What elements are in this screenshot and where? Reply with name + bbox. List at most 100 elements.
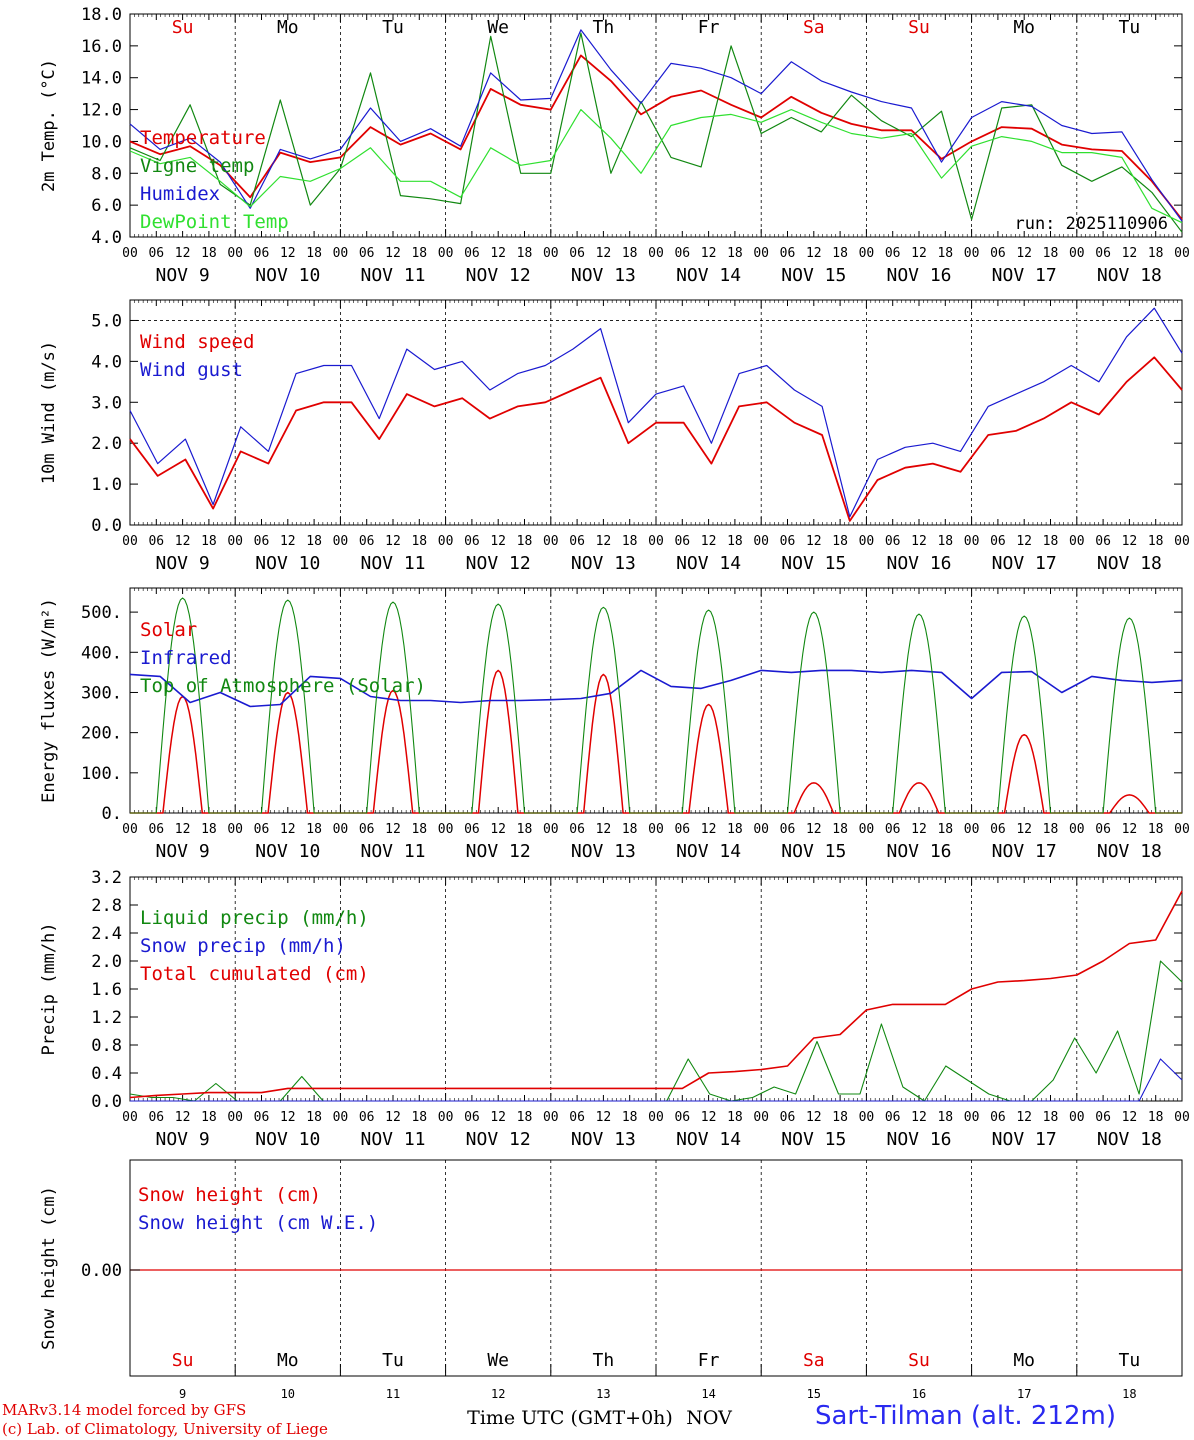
date-label: NOV 11 — [360, 841, 425, 862]
hour-tick-label: 18 — [727, 822, 743, 837]
y-tick-label: 500. — [81, 603, 122, 623]
hour-tick-label: 06 — [569, 534, 585, 549]
hour-tick-label: 06 — [990, 534, 1006, 549]
hour-tick-label: 12 — [596, 246, 612, 261]
hour-tick-label: 12 — [175, 534, 191, 549]
day-number-label: 17 — [1017, 1387, 1031, 1401]
hour-tick-label: 12 — [1016, 534, 1032, 549]
hour-tick-label: 18 — [201, 1110, 217, 1125]
y-tick-label: 1.0 — [91, 475, 122, 495]
hour-tick-label: 06 — [674, 246, 690, 261]
hour-tick-label: 12 — [175, 246, 191, 261]
hour-tick-label: 12 — [911, 822, 927, 837]
date-label: NOV 14 — [676, 841, 741, 862]
weekday-label: Fr — [698, 1350, 720, 1371]
hour-tick-label: 06 — [780, 534, 796, 549]
y-tick-label: 2.0 — [91, 952, 122, 972]
hour-tick-label: 00 — [648, 534, 664, 549]
date-label: NOV 13 — [571, 1129, 636, 1150]
month-label: NOV — [686, 1407, 732, 1429]
hour-tick-label: 18 — [517, 246, 533, 261]
hour-tick-label: 18 — [201, 822, 217, 837]
date-label: NOV 13 — [571, 265, 636, 286]
hour-tick-label: 06 — [990, 246, 1006, 261]
hour-tick-label: 18 — [832, 246, 848, 261]
day-number-label: 11 — [386, 1387, 400, 1401]
y-tick-label: 14.0 — [81, 69, 122, 89]
hour-tick-label: 00 — [438, 822, 454, 837]
date-label: NOV 9 — [156, 1129, 210, 1150]
hour-tick-label: 00 — [1174, 822, 1190, 837]
day-number-label: 14 — [701, 1387, 715, 1401]
date-label: NOV 15 — [781, 265, 846, 286]
hour-tick-label: 00 — [1174, 1110, 1190, 1125]
hour-tick-label: 06 — [148, 1110, 164, 1125]
hour-tick-label: 06 — [254, 822, 270, 837]
hour-tick-label: 12 — [596, 534, 612, 549]
hour-tick-label: 12 — [385, 246, 401, 261]
hour-tick-label: 00 — [648, 246, 664, 261]
y-tick-label: 3.2 — [91, 868, 122, 888]
hour-tick-label: 12 — [490, 822, 506, 837]
y-axis-title: 2m Temp. (°C) — [39, 59, 59, 192]
weekday-label: Mo — [277, 1350, 299, 1371]
hour-tick-label: 06 — [569, 246, 585, 261]
y-tick-label: 8.0 — [91, 164, 122, 184]
hour-tick-label: 12 — [806, 534, 822, 549]
hour-tick-label: 00 — [859, 822, 875, 837]
weekday-label: We — [487, 1350, 509, 1371]
hour-tick-label: 06 — [885, 534, 901, 549]
date-label: NOV 10 — [255, 841, 320, 862]
hour-tick-label: 06 — [1095, 1110, 1111, 1125]
hour-tick-label: 06 — [674, 1110, 690, 1125]
hour-tick-label: 12 — [701, 534, 717, 549]
hour-tick-label: 00 — [543, 246, 559, 261]
y-tick-label: 5.0 — [91, 311, 122, 331]
series-line-temperature — [129, 54, 1183, 221]
hour-tick-label: 12 — [806, 822, 822, 837]
credit-model: MARv3.14 model forced by GFS — [2, 1401, 247, 1419]
hour-tick-label: 00 — [1069, 822, 1085, 837]
y-tick-label: 2.4 — [91, 924, 122, 944]
day-number-label: 15 — [807, 1387, 821, 1401]
station-title: Sart-Tilman (alt. 212m) — [815, 1401, 1116, 1431]
hour-tick-label: 18 — [411, 1110, 427, 1125]
y-tick-label: 4.0 — [91, 228, 122, 248]
day-number-label: 13 — [596, 1387, 610, 1401]
series-line-infrared — [129, 669, 1183, 708]
hour-tick-label: 06 — [464, 534, 480, 549]
date-label: NOV 12 — [466, 553, 531, 574]
hour-tick-label: 00 — [227, 1110, 243, 1125]
legend-snow-height-cm-w-e-: Snow height (cm W.E.) — [138, 1212, 378, 1234]
date-label: NOV 10 — [255, 265, 320, 286]
hour-tick-label: 00 — [122, 534, 138, 549]
date-label: NOV 16 — [886, 1129, 951, 1150]
hour-tick-label: 18 — [1043, 246, 1059, 261]
hour-tick-label: 00 — [543, 534, 559, 549]
y-tick-label: 400. — [81, 643, 122, 663]
hour-tick-label: 12 — [1122, 246, 1138, 261]
hour-tick-label: 12 — [385, 534, 401, 549]
weekday-label: Mo — [1013, 1350, 1035, 1371]
legend-wind-speed: Wind speed — [140, 331, 254, 353]
hour-tick-label: 06 — [885, 1110, 901, 1125]
date-label: NOV 15 — [781, 553, 846, 574]
date-label: NOV 13 — [571, 841, 636, 862]
hour-tick-label: 06 — [148, 822, 164, 837]
weekday-label: Tu — [1119, 1350, 1141, 1371]
date-label: NOV 10 — [255, 1129, 320, 1150]
date-label: NOV 18 — [1097, 1129, 1162, 1150]
y-tick-label: 0.8 — [91, 1036, 122, 1056]
date-label: NOV 15 — [781, 1129, 846, 1150]
day-number-label: 10 — [281, 1387, 295, 1401]
date-label: NOV 18 — [1097, 553, 1162, 574]
date-label: NOV 12 — [466, 1129, 531, 1150]
hour-tick-label: 00 — [753, 1110, 769, 1125]
hour-tick-label: 00 — [753, 534, 769, 549]
day-number-label: 18 — [1122, 1387, 1136, 1401]
date-label: NOV 16 — [886, 553, 951, 574]
hour-tick-label: 06 — [990, 1110, 1006, 1125]
y-tick-label: 1.2 — [91, 1008, 122, 1028]
hour-tick-label: 12 — [490, 534, 506, 549]
y-tick-label: 0.00 — [81, 1261, 122, 1281]
